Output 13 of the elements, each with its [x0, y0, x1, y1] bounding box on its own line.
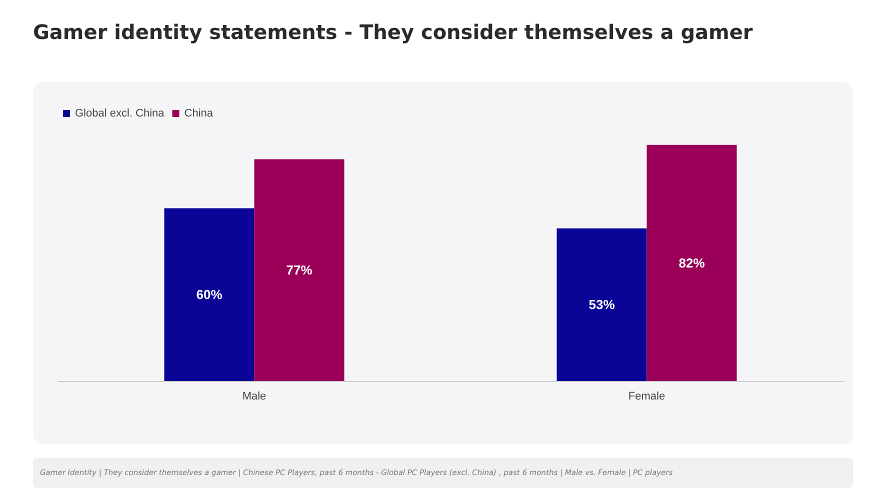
x-tick-label: Male — [242, 390, 266, 402]
data-label: 53% — [588, 297, 616, 312]
bar — [254, 159, 344, 381]
legend-label: China — [184, 108, 214, 120]
bar — [556, 228, 647, 381]
x-tick-label: Female — [628, 390, 666, 402]
data-label: 82% — [678, 255, 706, 270]
legend-label: Global excl. China — [75, 108, 166, 120]
chart-title: Gamer identity statements - They consider themselves a gamer — [33, 20, 753, 44]
data-label: 77% — [286, 262, 313, 278]
bar — [164, 208, 254, 381]
bar — [646, 144, 737, 381]
data-label: 60% — [196, 287, 223, 302]
